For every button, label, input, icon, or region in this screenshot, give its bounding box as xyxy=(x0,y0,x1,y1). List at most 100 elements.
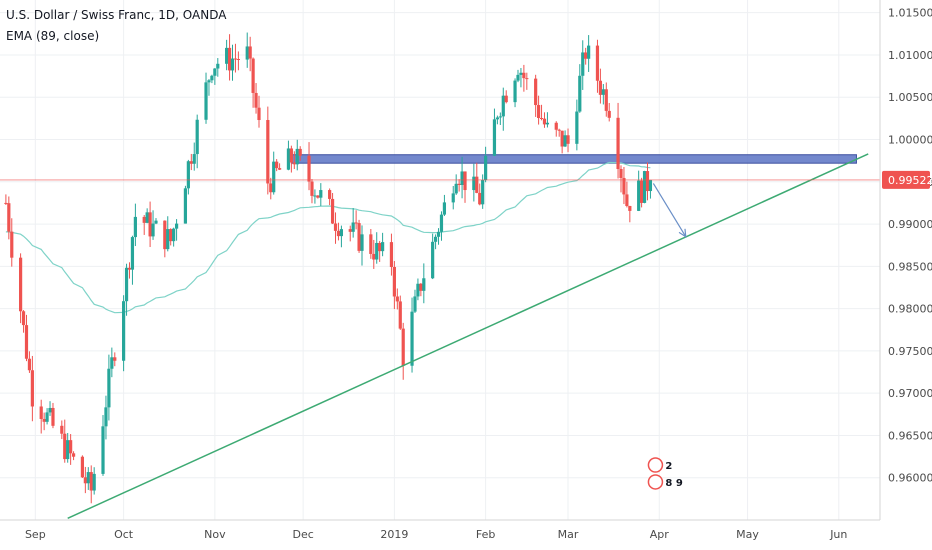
candle-body xyxy=(7,203,11,232)
candle-body xyxy=(616,117,620,169)
candle-body xyxy=(375,242,379,260)
x-tick-label: Oct xyxy=(114,528,134,541)
candle-body xyxy=(578,75,582,112)
x-tick-label: May xyxy=(736,528,759,541)
candle-body xyxy=(251,58,255,93)
candle-body xyxy=(598,80,603,95)
candle-body xyxy=(313,195,317,197)
candle-body xyxy=(351,222,355,232)
candle-body xyxy=(30,370,34,407)
candle-body xyxy=(378,242,382,252)
projection-arrow-shaft[interactable] xyxy=(652,183,687,238)
candle-body xyxy=(522,72,526,79)
candle-body xyxy=(230,58,235,71)
candle-body xyxy=(357,223,361,251)
candle-body xyxy=(436,231,441,237)
candle-body xyxy=(107,368,111,408)
candle-body xyxy=(227,47,232,71)
chart-title: U.S. Dollar / Swiss Franc, 1D, OANDA xyxy=(6,8,227,22)
candle-body xyxy=(86,472,90,484)
y-tick-label: 0.99000 xyxy=(888,218,932,231)
y-tick-label: 1.00500 xyxy=(888,91,932,104)
resistance-zone[interactable] xyxy=(290,154,857,164)
candle-body xyxy=(166,229,170,250)
candle-body xyxy=(542,118,547,125)
candle-body xyxy=(637,180,641,211)
candle-body xyxy=(604,89,608,111)
candle-body xyxy=(360,234,364,251)
candle-body xyxy=(236,59,240,61)
candle-body xyxy=(289,148,293,163)
candle-body xyxy=(554,122,558,130)
last-price-tag xyxy=(882,170,930,189)
candle-body xyxy=(369,234,373,254)
candle-body xyxy=(89,472,93,491)
candle-body xyxy=(560,130,564,147)
projection-arrow-head xyxy=(678,228,687,238)
candle-body xyxy=(233,58,238,60)
candle-body xyxy=(257,107,261,121)
candle-body xyxy=(433,236,438,242)
x-tick-label: Jun xyxy=(829,528,847,541)
candle-body xyxy=(127,267,132,270)
candle-body xyxy=(431,241,435,279)
last-price-label: 0.99522 xyxy=(888,174,932,187)
candle-body xyxy=(213,68,217,76)
candle-body xyxy=(475,176,479,193)
candle-body xyxy=(295,148,299,165)
x-tick-label: Feb xyxy=(476,528,495,541)
event-badge-flag-icon[interactable] xyxy=(647,457,664,473)
candle-body xyxy=(460,171,464,185)
overlay-layer: 2 8 9 xyxy=(0,153,880,519)
candle-body xyxy=(504,95,508,103)
candle-body xyxy=(481,180,485,205)
candle-body xyxy=(410,311,414,366)
candle-body xyxy=(525,78,529,80)
event-badge-us-flag-icon[interactable] xyxy=(647,474,664,490)
candle-body xyxy=(27,358,32,371)
candle-body xyxy=(519,72,523,75)
trendline[interactable] xyxy=(67,153,869,519)
candle-body xyxy=(545,122,550,125)
candle-body xyxy=(307,155,311,182)
candle-body xyxy=(372,253,376,260)
candle-body xyxy=(48,407,52,413)
y-tick-label: 0.98000 xyxy=(888,303,932,316)
candle-body xyxy=(269,183,273,193)
candle-body xyxy=(642,171,647,203)
candle-body xyxy=(186,161,190,189)
candle-body xyxy=(316,195,320,198)
candle-body xyxy=(310,181,314,196)
candle-body xyxy=(601,89,605,95)
candle-body xyxy=(245,46,249,60)
candle-body xyxy=(557,129,561,131)
candle-body xyxy=(566,135,570,144)
x-tick-label: Sep xyxy=(25,528,46,541)
candle-body xyxy=(154,220,158,224)
candle-body xyxy=(183,188,188,224)
y-tick-label: 0.96500 xyxy=(888,429,932,442)
candle-body xyxy=(71,453,76,457)
candle-body xyxy=(189,161,193,164)
candle-body xyxy=(24,325,29,359)
candle-body xyxy=(463,171,467,191)
x-tick-label: Nov xyxy=(204,528,226,541)
y-tick-label: 0.97000 xyxy=(888,387,932,400)
candle-body xyxy=(216,63,220,69)
candle-body xyxy=(124,267,129,302)
candle-body xyxy=(401,328,405,366)
candle-body xyxy=(534,78,538,106)
candle-body xyxy=(330,198,335,224)
event-badge-count: 8 9 xyxy=(665,478,682,489)
indicator-label: EMA (89, close) xyxy=(6,29,100,43)
candle-body xyxy=(619,168,623,178)
candle-body xyxy=(622,177,626,195)
candle-body xyxy=(248,46,252,59)
candle-body xyxy=(451,193,455,203)
y-tick-label: 0.98500 xyxy=(888,260,932,273)
candle-body xyxy=(607,110,611,118)
candle-body xyxy=(210,75,214,81)
